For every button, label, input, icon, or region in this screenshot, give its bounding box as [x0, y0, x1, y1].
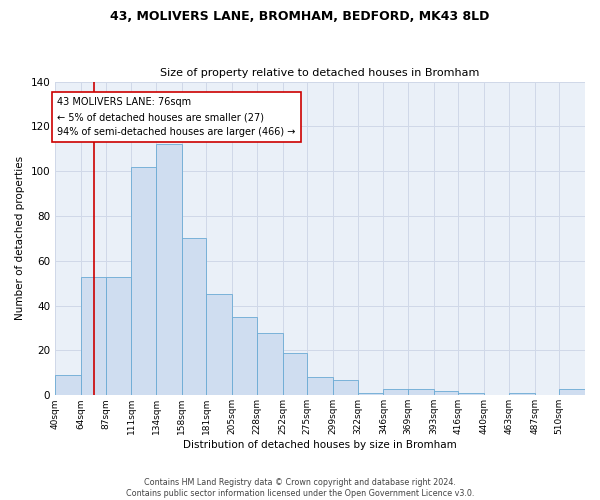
Bar: [182, 238, 206, 396]
Bar: [131, 166, 156, 396]
Bar: [55, 375, 81, 396]
Bar: [509, 393, 535, 396]
Bar: [408, 388, 434, 396]
Bar: [257, 332, 283, 396]
Bar: [232, 317, 257, 396]
Bar: [559, 388, 585, 396]
Text: 43, MOLIVERS LANE, BROMHAM, BEDFORD, MK43 8LD: 43, MOLIVERS LANE, BROMHAM, BEDFORD, MK4…: [110, 10, 490, 23]
Text: Contains HM Land Registry data © Crown copyright and database right 2024.
Contai: Contains HM Land Registry data © Crown c…: [126, 478, 474, 498]
Bar: [358, 393, 383, 396]
Bar: [307, 378, 333, 396]
Title: Size of property relative to detached houses in Bromham: Size of property relative to detached ho…: [160, 68, 480, 78]
Y-axis label: Number of detached properties: Number of detached properties: [15, 156, 25, 320]
Bar: [283, 352, 307, 396]
Bar: [206, 294, 232, 396]
Text: 43 MOLIVERS LANE: 76sqm
← 5% of detached houses are smaller (27)
94% of semi-det: 43 MOLIVERS LANE: 76sqm ← 5% of detached…: [58, 97, 296, 137]
Bar: [81, 276, 106, 396]
Bar: [434, 391, 458, 396]
Bar: [106, 276, 131, 396]
Bar: [333, 380, 358, 396]
Bar: [458, 393, 484, 396]
Bar: [156, 144, 182, 396]
X-axis label: Distribution of detached houses by size in Bromham: Distribution of detached houses by size …: [183, 440, 457, 450]
Bar: [383, 388, 408, 396]
